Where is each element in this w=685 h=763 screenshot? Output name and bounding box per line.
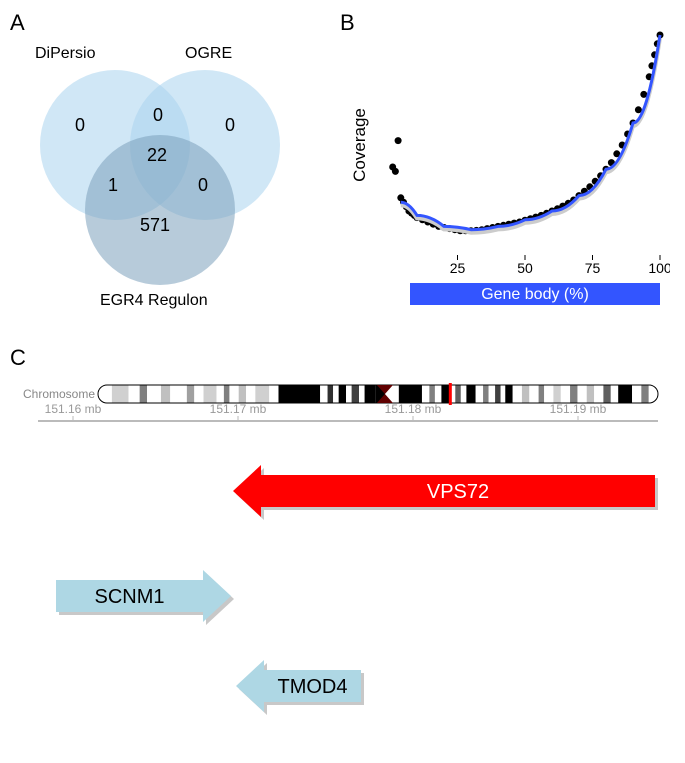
- svg-text:Gene body (%): Gene body (%): [481, 286, 589, 303]
- gene-track-panel: Chromosome 1151.16 mb 151.17 mb 151.18 mb 1…: [18, 370, 668, 740]
- svg-text:151.16 mb: 151.16 mb: [45, 402, 102, 416]
- venn-count-right-only: 0: [225, 115, 235, 136]
- venn-count-left-only: 0: [75, 115, 85, 136]
- svg-text:Coverage: Coverage: [350, 108, 369, 182]
- venn-count-right-bottom: 0: [198, 175, 208, 196]
- panel-a-label: A: [10, 10, 25, 36]
- svg-text:151.17 mb: 151.17 mb: [210, 402, 267, 416]
- venn-set-label-right: OGRE: [185, 45, 232, 63]
- venn-count-center: 22: [147, 145, 167, 166]
- svg-text:50: 50: [517, 260, 533, 276]
- svg-text:151.19 mb: 151.19 mb: [550, 402, 607, 416]
- svg-text:SCNM1: SCNM1: [94, 586, 164, 608]
- svg-text:75: 75: [585, 260, 601, 276]
- svg-text:TMOD4: TMOD4: [278, 676, 348, 698]
- venn-set-label-left: DiPersio: [35, 45, 95, 63]
- coverage-chart: Coverage 25 50 75 100 Gene body (%): [350, 25, 670, 315]
- svg-text:100: 100: [648, 260, 670, 276]
- venn-count-bottom-only: 571: [140, 215, 170, 236]
- venn-set-label-bottom: EGR4 Regulon: [100, 292, 208, 310]
- venn-count-left-bottom: 1: [108, 175, 118, 196]
- coverage-svg: Coverage 25 50 75 100 Gene body (%): [350, 25, 670, 315]
- svg-text:VPS72: VPS72: [427, 481, 489, 503]
- panel-c-label: C: [10, 345, 26, 371]
- figure-root: A DiPersio OGRE EGR4 Regulon 0 0 0 22 1 …: [10, 10, 675, 753]
- gene-track-svg: Chromosome 1151.16 mb 151.17 mb 151.18 mb 1…: [18, 370, 668, 740]
- venn-count-top-overlap: 0: [153, 105, 163, 126]
- svg-text:25: 25: [450, 260, 466, 276]
- svg-text:Chromosome 1: Chromosome 1: [23, 387, 105, 401]
- svg-text:151.18 mb: 151.18 mb: [385, 402, 442, 416]
- venn-diagram: DiPersio OGRE EGR4 Regulon 0 0 0 22 1 0 …: [30, 45, 310, 315]
